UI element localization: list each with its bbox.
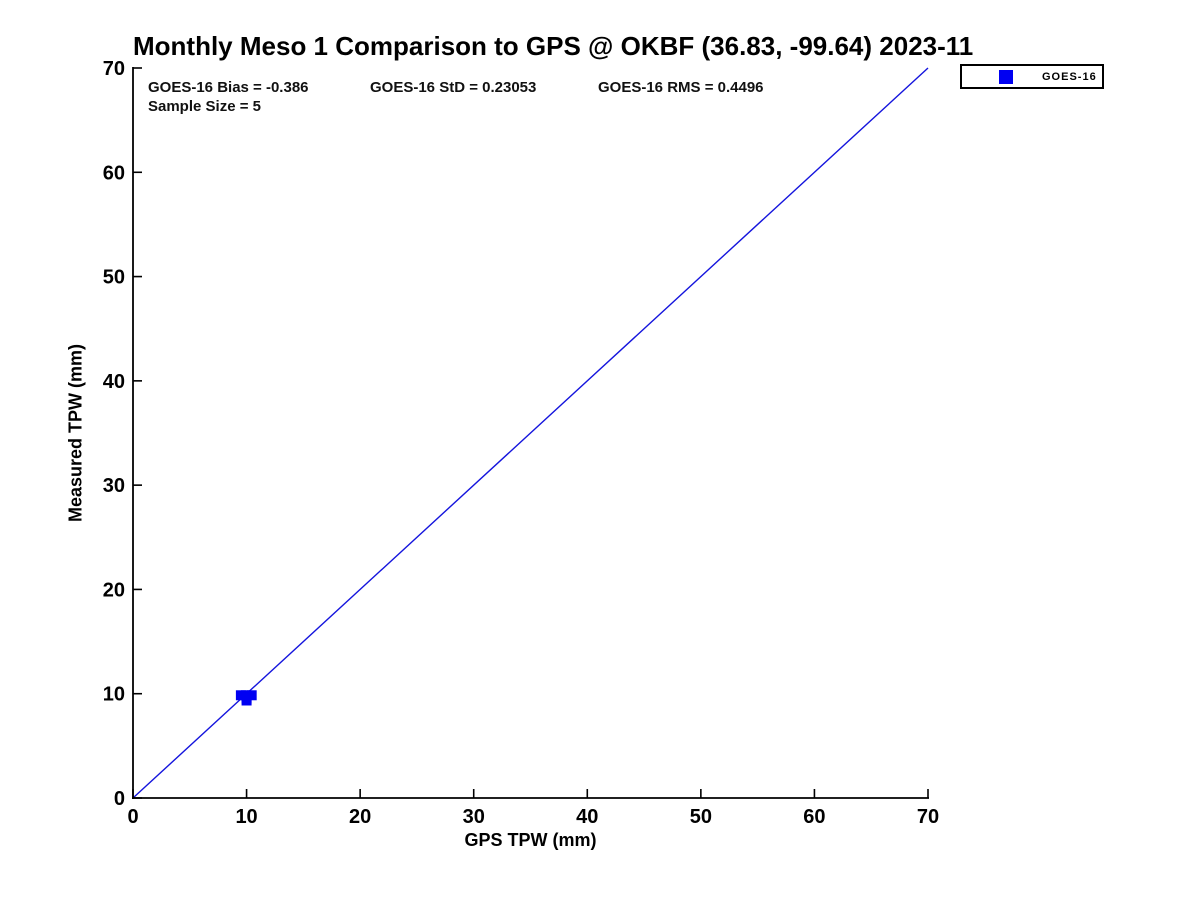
legend: GOES-16 [960,64,1104,89]
y-axis-label: Measured TPW (mm) [65,343,86,523]
stat-bias: GOES-16 Bias = -0.386 [148,79,309,96]
data-point-marker [241,695,252,706]
x-tick-label: 20 [349,806,371,828]
x-tick-label: 10 [235,806,257,828]
data-point-marker [235,690,246,701]
y-tick-label: 20 [103,579,125,601]
x-tick-label: 40 [576,806,598,828]
chart-title: Monthly Meso 1 Comparison to GPS @ OKBF … [133,31,974,61]
reference-line [132,67,929,799]
stat-rms: GOES-16 RMS = 0.4496 [598,79,764,96]
y-tick-label: 60 [103,162,125,184]
stat-sample-size: Sample Size = 5 [148,98,261,115]
x-tick-label: 0 [127,806,138,828]
legend-marker-square-icon [999,69,1013,84]
x-tick-label: 30 [463,806,485,828]
x-axis-label: GPS TPW (mm) [464,830,597,850]
y-tick-label: 0 [114,788,125,810]
y-tick-label: 10 [103,684,125,706]
x-tick-label: 60 [803,806,825,828]
x-tick-label: 70 [917,806,939,828]
legend-entry-label: GOES-16 [1042,70,1097,83]
y-tick-label: 70 [103,58,125,80]
y-tick-label: 40 [103,371,125,393]
stat-std: GOES-16 StD = 0.23053 [370,79,537,96]
y-tick-label: 30 [103,475,125,497]
y-tick-label: 50 [103,267,125,289]
data-point-marker [246,690,257,701]
x-tick-label: 50 [690,806,712,828]
